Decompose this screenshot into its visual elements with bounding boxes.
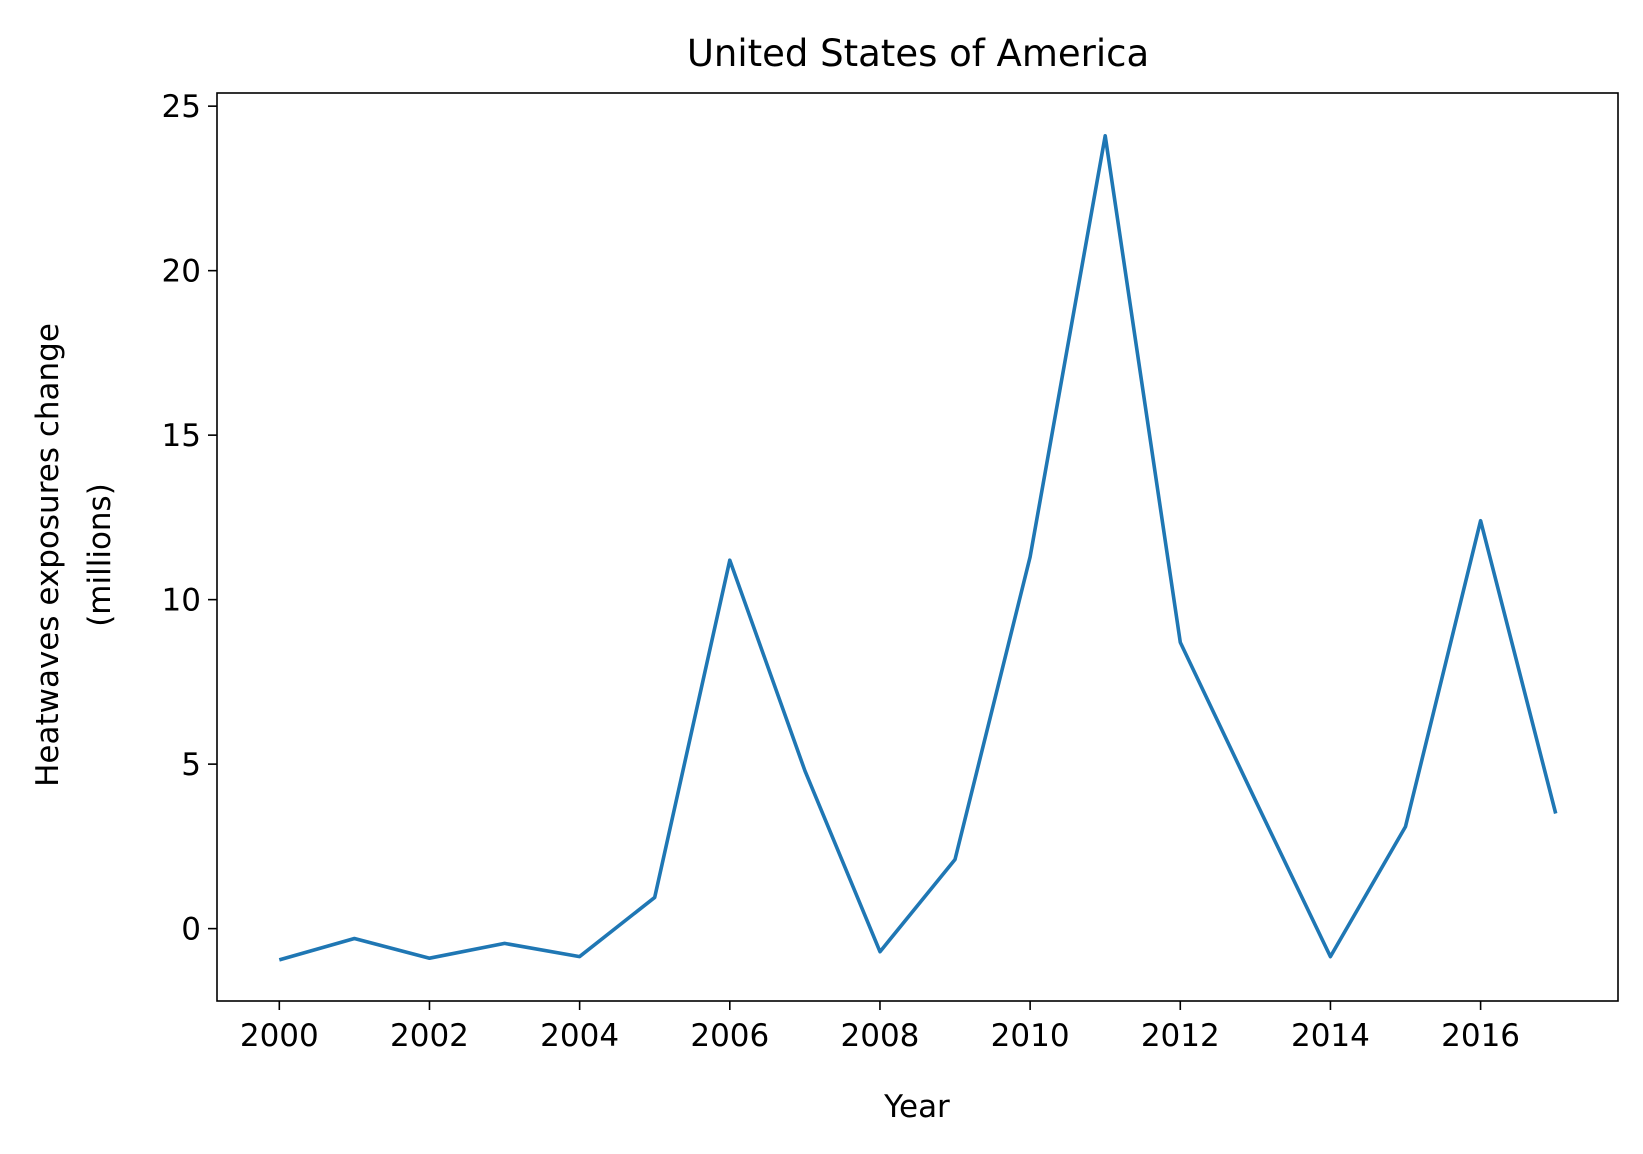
y-tick-label: 20 bbox=[162, 254, 201, 290]
x-axis-ticks: 2000 2002 2004 2006 2008 2010 2012 2014 2016 bbox=[240, 1001, 1520, 1054]
x-axis-title: Year bbox=[883, 1089, 950, 1125]
chart-title: United States of America bbox=[687, 32, 1149, 75]
x-tick-label: 2010 bbox=[991, 1018, 1070, 1054]
x-tick-label: 2008 bbox=[841, 1018, 920, 1054]
y-tick-label: 5 bbox=[181, 747, 201, 783]
x-tick-label: 2014 bbox=[1291, 1018, 1370, 1054]
x-tick-label: 2012 bbox=[1141, 1018, 1220, 1054]
axes-frame bbox=[216, 92, 1619, 1002]
y-tick-label: 0 bbox=[181, 912, 201, 948]
series-line-0 bbox=[278, 134, 1558, 962]
x-tick-label: 2002 bbox=[390, 1018, 469, 1054]
y-tick-label: 10 bbox=[162, 583, 201, 619]
y-axis-title: Heatwaves exposures change (millions) bbox=[30, 323, 118, 787]
y-axis-title-line2: (millions) bbox=[82, 483, 118, 627]
x-tick-label: 2006 bbox=[690, 1018, 769, 1054]
y-axis-ticks: 0 5 10 15 20 25 bbox=[162, 89, 217, 948]
y-axis-title-line1: Heatwaves exposures change bbox=[30, 323, 66, 787]
x-tick-label: 2016 bbox=[1441, 1018, 1520, 1054]
y-tick-label: 25 bbox=[162, 89, 201, 125]
x-tick-label: 2000 bbox=[240, 1018, 319, 1054]
plot-area bbox=[278, 134, 1558, 962]
y-tick-label: 15 bbox=[162, 418, 201, 454]
x-tick-label: 2004 bbox=[540, 1018, 619, 1054]
